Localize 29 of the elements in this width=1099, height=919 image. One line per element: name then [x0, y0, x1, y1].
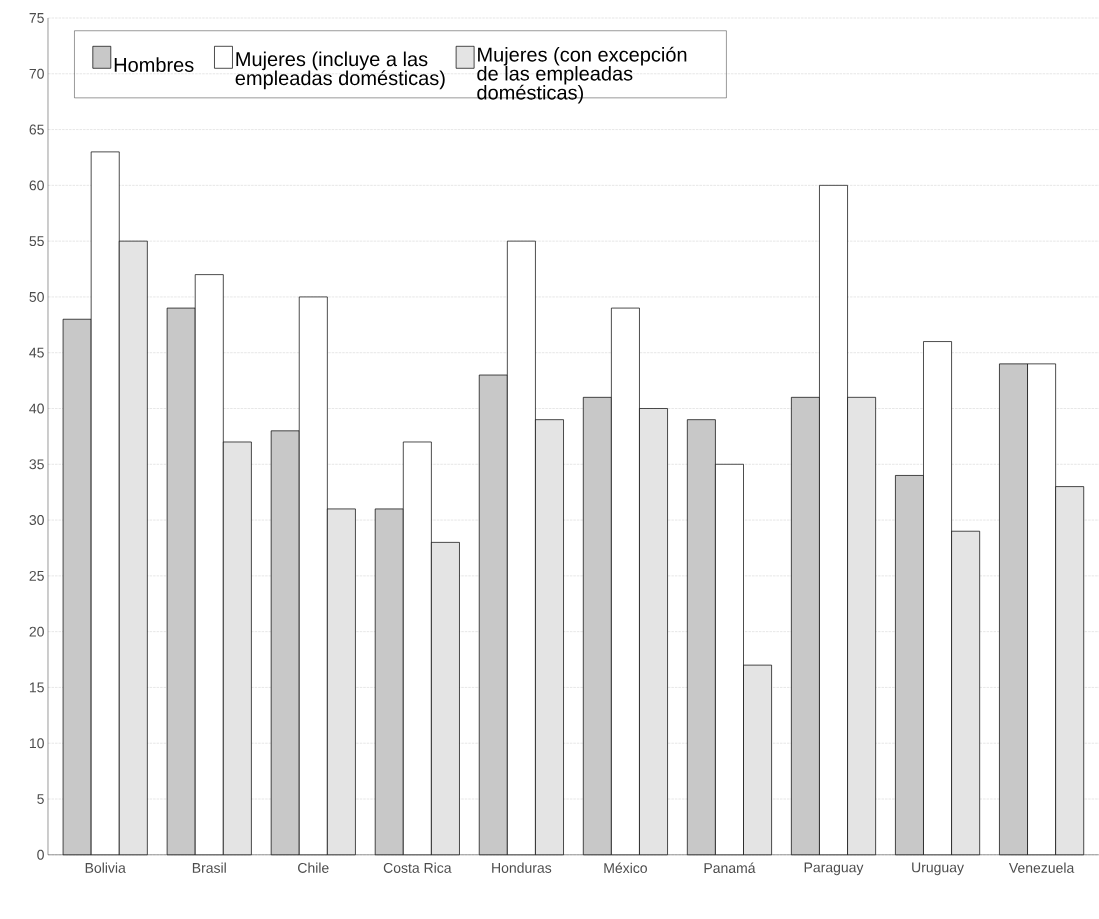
y-tick-label: 70	[29, 68, 44, 79]
legend-label: Hombres	[114, 57, 194, 73]
y-tick-label: 15	[29, 682, 44, 693]
y-tick-label: 65	[29, 124, 44, 135]
legend-label: Mujeres (incluye a las empleadas domésticas)	[235, 51, 445, 90]
x-tick-label: Chile	[298, 862, 329, 873]
y-tick-label: 60	[29, 180, 44, 191]
y-tick-label: 55	[29, 236, 44, 247]
x-tick-label: Costa Rica	[383, 862, 452, 873]
y-tick-label: 20	[29, 626, 44, 637]
x-tick-label: Panamá	[704, 862, 756, 874]
x-tick-label: Uruguay	[912, 862, 964, 876]
y-tick-label: 5	[37, 794, 44, 805]
y-tick-label: 10	[29, 738, 44, 749]
y-tick-label: 75	[29, 13, 44, 23]
x-tick-label: México	[604, 862, 647, 874]
x-tick-label: Paraguay	[804, 862, 864, 876]
x-tick-label: Honduras	[492, 862, 552, 873]
y-tick-label: 0	[37, 849, 44, 860]
x-tick-label: Brasil	[192, 862, 226, 873]
y-tick-label: 45	[29, 347, 44, 358]
y-tick-label: 40	[29, 403, 44, 414]
y-tick-label: 35	[29, 459, 44, 470]
y-tick-label: 50	[29, 292, 44, 302]
x-tick-label: Venezuela	[1008, 862, 1075, 873]
x-tick-label: Bolivia	[85, 862, 126, 873]
legend-label: Mujeres (con excepción de las empleadas domésticas)	[477, 46, 687, 104]
y-tick-label: 25	[29, 571, 44, 581]
y-tick-label: 30	[29, 515, 44, 526]
